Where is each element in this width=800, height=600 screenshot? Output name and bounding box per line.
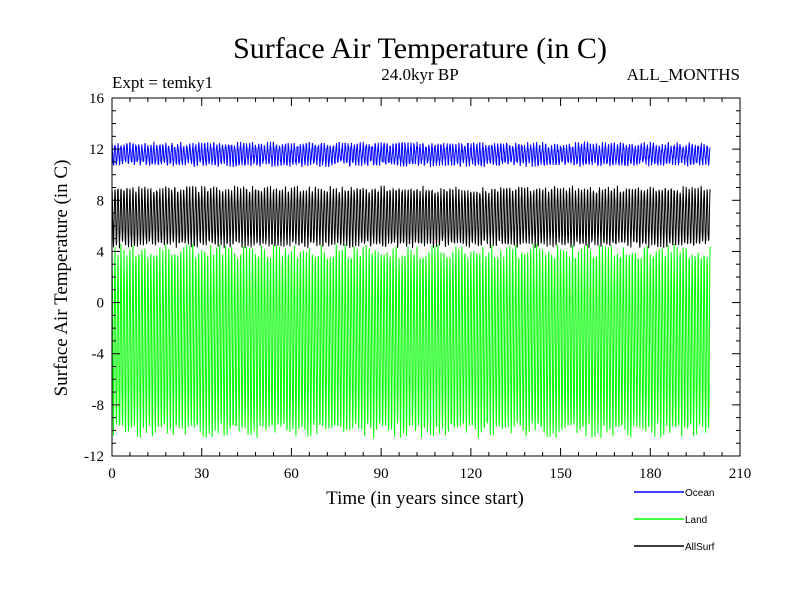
months-label: ALL_MONTHS	[627, 65, 740, 84]
y-tick-label: 12	[89, 142, 104, 158]
series-line-land	[111, 243, 711, 439]
x-tick-label: 210	[729, 466, 752, 482]
series-layer	[111, 140, 711, 439]
x-tick-label: 180	[639, 466, 662, 482]
x-tick-label: 60	[284, 466, 299, 482]
x-tick-label: 120	[460, 466, 483, 482]
x-tick-label: 150	[549, 466, 572, 482]
chart-subtitle: 24.0kyr BP	[381, 65, 458, 84]
series-line-allsurf	[111, 185, 711, 249]
series-line-ocean	[111, 140, 711, 168]
experiment-label: Expt = temky1	[112, 73, 213, 92]
chart-title: Surface Air Temperature (in C)	[233, 32, 607, 65]
y-tick-label: -12	[84, 449, 104, 465]
x-tick-label: 90	[374, 466, 389, 482]
y-axis-label: Surface Air Temperature (in C)	[51, 160, 72, 397]
y-tick-label: 0	[97, 296, 105, 312]
legend-label-ocean: Ocean	[685, 488, 714, 499]
legend: Ocean Land AllSurf	[634, 488, 715, 553]
y-tick-label: -4	[92, 347, 105, 363]
x-tick-label: 0	[108, 466, 116, 482]
y-tick-label: 16	[89, 91, 105, 107]
axes-layer: 0 30 60 90 120 150 180 210 -12 -8 -4 0 4 8 12 16	[84, 91, 751, 482]
legend-label-allsurf: AllSurf	[685, 542, 715, 553]
legend-label-land: Land	[685, 515, 707, 526]
y-tick-label: 8	[97, 193, 105, 209]
x-axis-label: Time (in years since start)	[326, 488, 524, 509]
y-tick-label: -8	[92, 398, 105, 414]
x-tick-label: 30	[194, 466, 209, 482]
y-tick-label: 4	[97, 244, 105, 260]
